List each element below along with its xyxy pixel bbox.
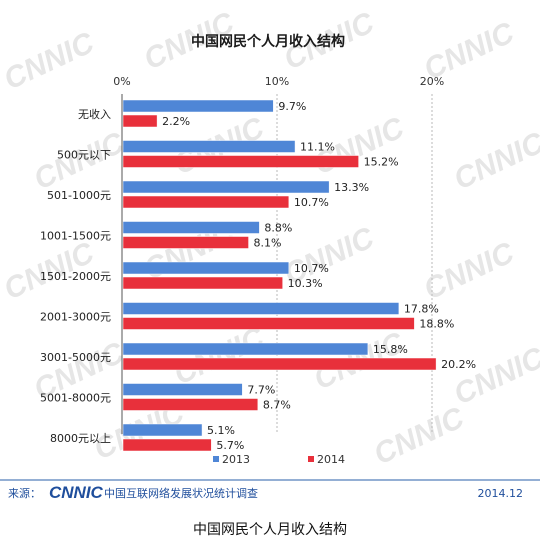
data-label: 10.7% (294, 262, 329, 275)
source-org: 中国互联网络发展状况统计调查 (104, 486, 258, 500)
bar-2013-0 (122, 99, 274, 113)
data-label: 15.8% (373, 343, 408, 356)
bar-2014-1 (122, 155, 359, 168)
bar-2014-8 (122, 438, 212, 452)
watermark-text: CNNIC (369, 401, 470, 472)
data-label: 5.7% (216, 439, 244, 452)
category-label: 500元以下 (57, 149, 111, 162)
data-label: 10.3% (288, 277, 323, 290)
legend-swatch (308, 456, 314, 462)
x-tick-label: 10% (265, 75, 289, 88)
source-date: 2014.12 (478, 487, 524, 500)
data-label: 8.7% (263, 399, 291, 412)
source-line: 来源： CNNIC 中国互联网络发展状况统计调查 2014.12 (8, 483, 523, 502)
cnnic-logo: CNNIC (49, 483, 104, 502)
bar-2014-7 (122, 398, 259, 411)
data-label: 15.2% (364, 156, 399, 169)
bar-2014-2 (122, 195, 290, 209)
bar-2013-5 (122, 302, 400, 315)
bar-2014-6 (122, 357, 437, 371)
category-label: 1001-1500元 (40, 230, 111, 243)
figure-caption: 中国网民个人月收入结构 (193, 522, 347, 538)
legend-label: 2014 (317, 453, 345, 466)
data-label: 10.7% (294, 196, 329, 209)
watermark-text: CNNIC (449, 126, 540, 197)
data-label: 2.2% (162, 115, 190, 128)
source-label: 来源： (8, 486, 41, 500)
bar-2013-8 (122, 423, 203, 437)
category-label: 无收入 (78, 107, 111, 121)
x-axis-ticks: 0% 10% 20% (113, 75, 444, 88)
bar-2013-3 (122, 221, 260, 234)
watermark-text: CNNIC (419, 236, 520, 307)
legend: 2013 2014 (213, 453, 345, 466)
data-label: 5.1% (207, 424, 235, 437)
category-label: 5001-8000元 (40, 392, 111, 405)
bar-2013-2 (122, 180, 330, 194)
legend-swatch (213, 456, 219, 462)
category-labels: 无收入 500元以下 501-1000元 1001-1500元 1501-2000元 20… (40, 107, 111, 445)
data-label: 18.8% (419, 318, 454, 331)
category-label: 3001-5000元 (40, 351, 111, 364)
data-label: 9.7% (278, 100, 306, 113)
bar-2014-4 (122, 276, 283, 290)
bar-2013-7 (122, 383, 243, 396)
bar-2014-3 (122, 236, 249, 249)
watermark-text: CNNIC (169, 321, 270, 392)
watermark-text: CNNIC (449, 341, 540, 412)
bar-2014-0 (122, 114, 158, 128)
x-tick-label: 0% (113, 75, 130, 88)
category-label: 1501-2000元 (40, 270, 111, 283)
category-label: 501-1000元 (47, 189, 111, 202)
legend-label: 2013 (222, 453, 250, 466)
data-label: 8.8% (264, 222, 292, 235)
bar-2013-1 (122, 140, 296, 153)
bar-2013-6 (122, 342, 369, 356)
data-label: 17.8% (404, 303, 439, 316)
category-label: 2001-3000元 (40, 311, 111, 324)
x-tick-label: 20% (420, 75, 444, 88)
data-label: 7.7% (247, 384, 275, 397)
data-label: 20.2% (441, 358, 476, 371)
data-label: 13.3% (334, 181, 369, 194)
chart-title: 中国网民个人月收入结构 (191, 33, 345, 50)
bars: 9.7%2.2%11.1%15.2%13.3%10.7%8.8%8.1%10.7… (122, 99, 476, 452)
watermark-text: CNNIC (0, 26, 100, 97)
category-label: 8000元以上 (50, 432, 111, 445)
data-label: 8.1% (254, 237, 282, 250)
bar-2013-4 (122, 261, 290, 275)
data-label: 11.1% (300, 141, 335, 154)
bar-2014-5 (122, 317, 415, 330)
